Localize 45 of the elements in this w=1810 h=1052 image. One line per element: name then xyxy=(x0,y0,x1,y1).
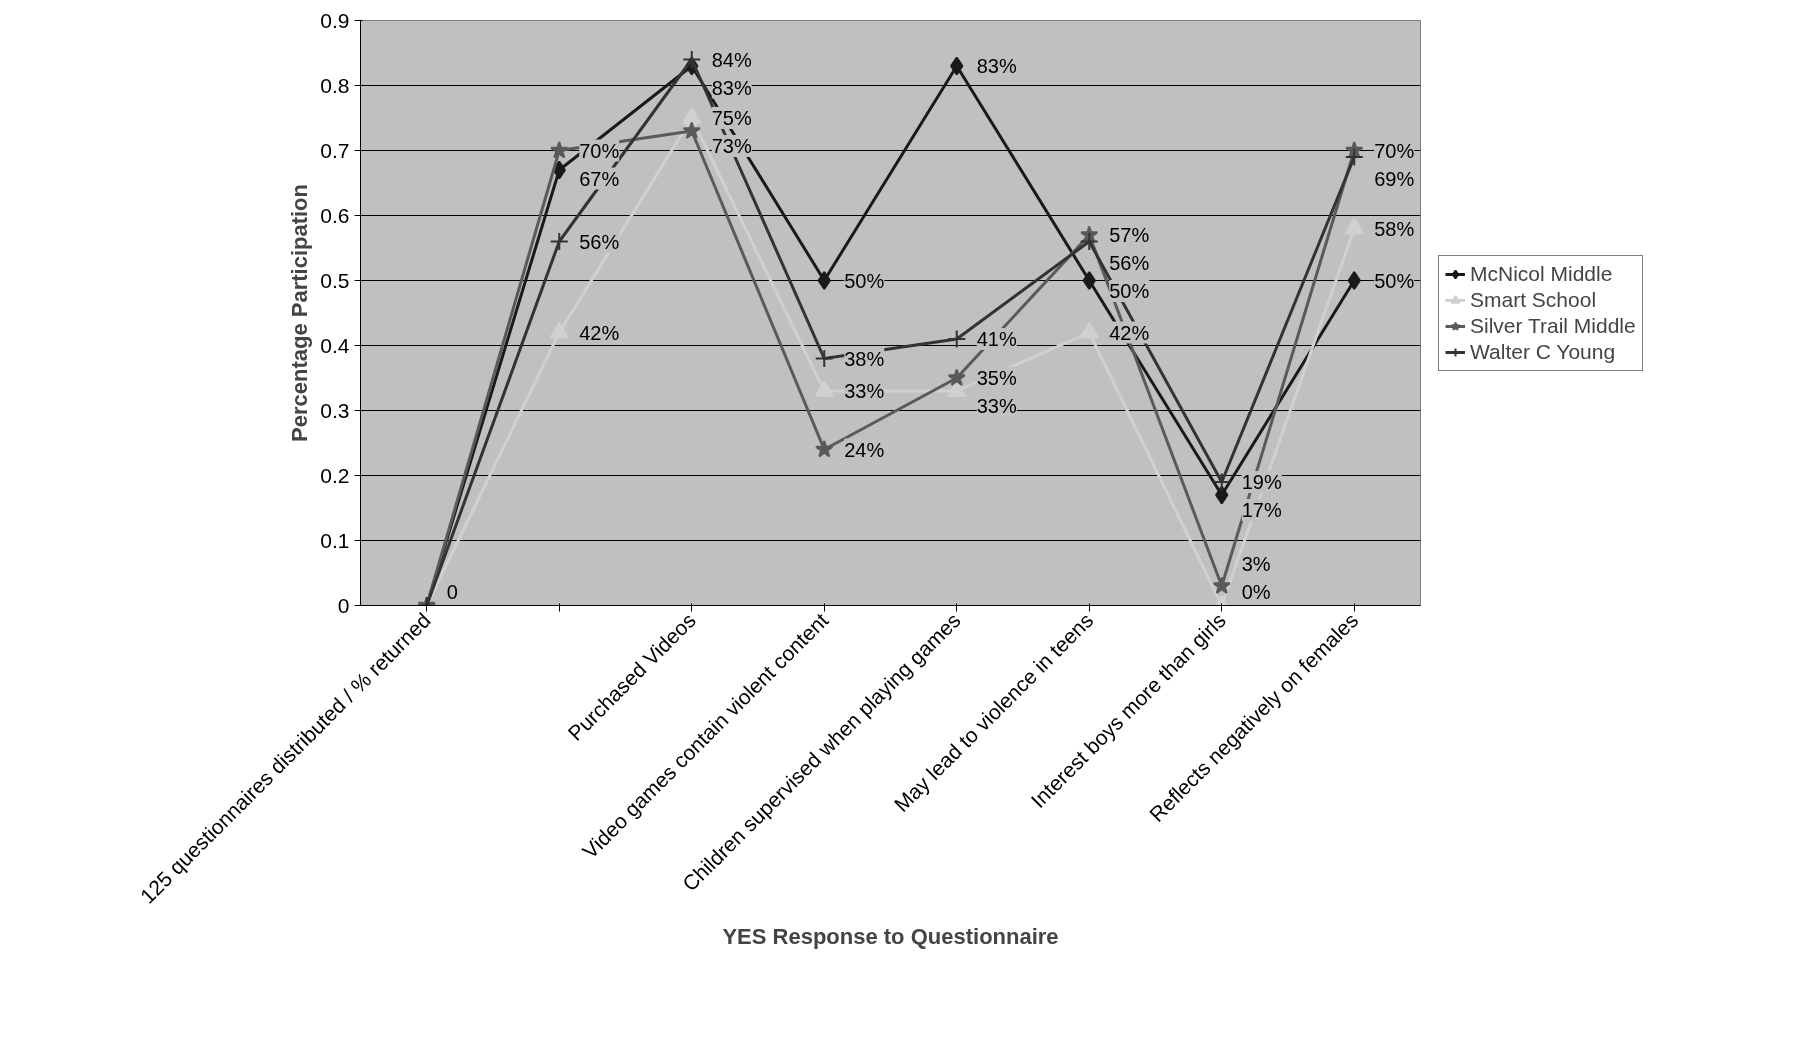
data-label: 50% xyxy=(1109,280,1150,302)
data-label: 35% xyxy=(976,367,1017,389)
y-tick-label: 0.7 xyxy=(320,138,350,162)
data-label: 70% xyxy=(579,139,620,162)
data-label: 73% xyxy=(711,135,752,157)
data-label: 83% xyxy=(976,55,1017,77)
legend-label: Walter C Young xyxy=(1470,339,1616,364)
y-tick-label: 0.3 xyxy=(320,398,350,422)
data-label: 33% xyxy=(976,395,1017,417)
legend-label: Silver Trail Middle xyxy=(1470,313,1636,338)
data-label: 70% xyxy=(1374,139,1415,162)
y-tick-label: 0 xyxy=(337,593,350,617)
data-label: 42% xyxy=(1109,321,1150,344)
data-label: 0% xyxy=(1241,580,1271,603)
legend-label: McNicol Middle xyxy=(1470,261,1613,286)
data-label: 67% xyxy=(579,167,620,190)
data-label: 58% xyxy=(1374,217,1415,240)
data-label: 41% xyxy=(976,328,1017,350)
data-label: 69% xyxy=(1374,167,1415,190)
data-label: 84% xyxy=(711,48,752,71)
data-label: 19% xyxy=(1241,471,1282,493)
data-label: 3% xyxy=(1241,552,1271,575)
y-tick-label: 0.1 xyxy=(320,528,350,552)
y-tick-label: 0.6 xyxy=(320,203,350,227)
legend-label: Smart School xyxy=(1470,287,1597,312)
y-tick-label: 0.9 xyxy=(320,8,350,32)
data-label: 38% xyxy=(844,347,885,370)
data-label: 83% xyxy=(711,76,752,99)
data-label: 33% xyxy=(844,380,885,402)
data-label: 42% xyxy=(579,321,620,344)
data-label: 56% xyxy=(579,230,620,253)
data-label: 24% xyxy=(844,438,885,461)
y-tick-label: 0.2 xyxy=(320,463,350,487)
data-label: 0 xyxy=(446,580,458,603)
data-label: 57% xyxy=(1109,224,1150,246)
data-label: 17% xyxy=(1241,499,1282,521)
data-label: 56% xyxy=(1109,252,1150,274)
y-tick-label: 0.8 xyxy=(320,73,350,97)
data-label: 75% xyxy=(711,107,752,129)
data-label: 50% xyxy=(844,269,885,292)
y-tick-label: 0.5 xyxy=(320,268,350,292)
y-axis-title: Percentage Participation xyxy=(287,184,313,442)
y-tick-label: 0.4 xyxy=(320,333,350,357)
x-axis-title: YES Response to Questionnaire xyxy=(722,923,1059,949)
data-label: 50% xyxy=(1374,269,1415,292)
